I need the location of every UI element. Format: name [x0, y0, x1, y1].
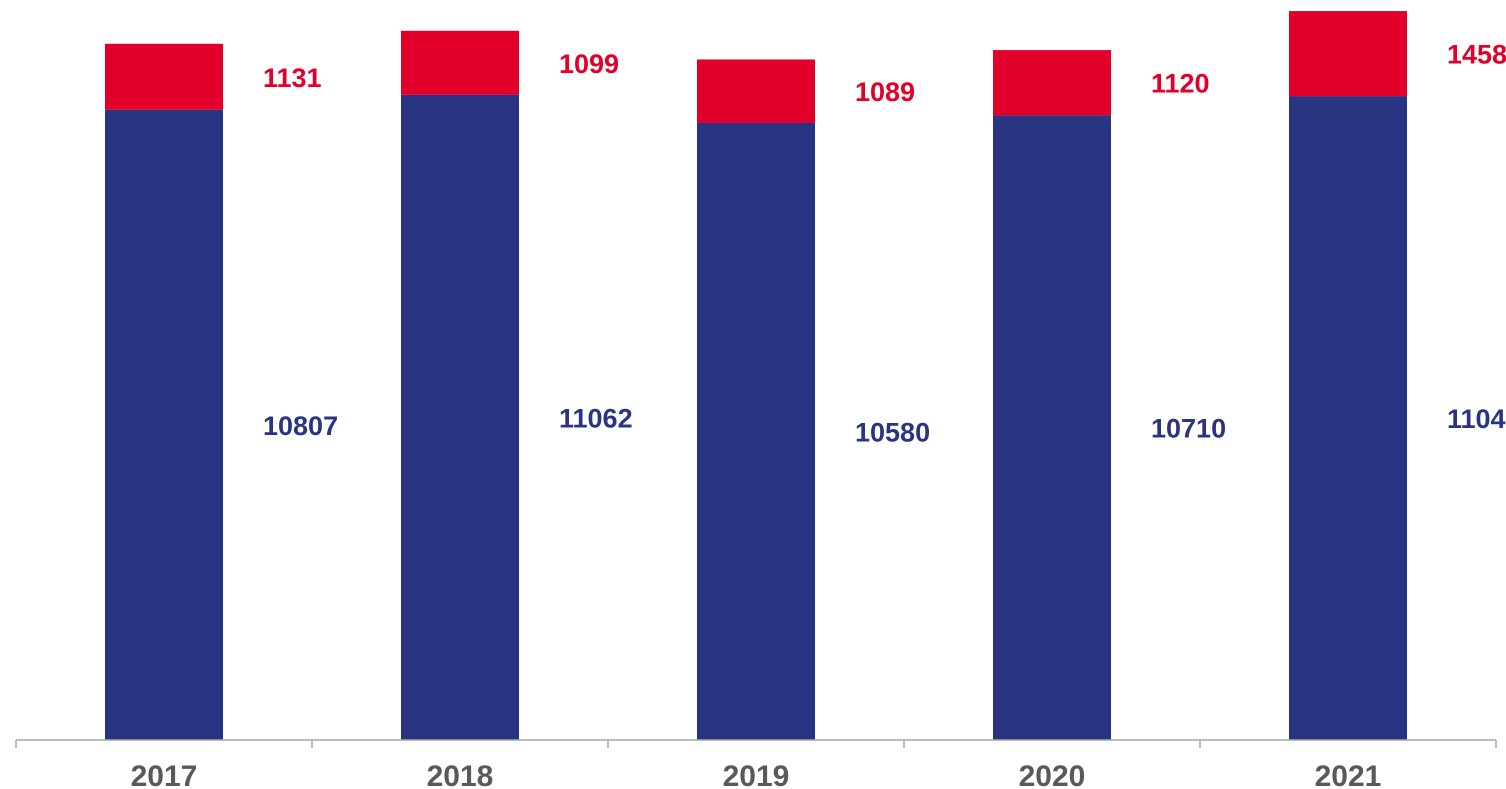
bar-segment-2019-s2 — [697, 59, 815, 123]
bar-segment-2021-s1 — [1289, 96, 1407, 741]
bar-segment-2020-s2 — [993, 50, 1111, 116]
value-label-2021-s2: 1458 — [1447, 40, 1506, 70]
category-labels-layer: 2017 2018 2019 2020 2021 — [131, 760, 1382, 789]
bars-layer — [105, 11, 1407, 741]
value-labels-layer: 10807 1131 11062 1099 10580 1089 10710 1120 1104… — [263, 40, 1506, 448]
bar-segment-2018-s1 — [401, 94, 519, 741]
value-label-2020-s1: 10710 — [1151, 414, 1226, 444]
value-label-2018-s1: 11062 — [559, 403, 633, 433]
value-label-2017-s2: 1131 — [263, 63, 322, 93]
value-label-2020-s2: 1120 — [1151, 69, 1210, 99]
category-label-2017: 2017 — [131, 760, 198, 789]
category-label-2020: 2020 — [1019, 760, 1086, 789]
x-axis — [15, 739, 1497, 748]
bar-segment-2020-s1 — [993, 115, 1111, 740]
bar-segment-2018-s2 — [401, 30, 519, 95]
value-label-2019-s2: 1089 — [855, 77, 915, 107]
bar-segment-2017-s2 — [105, 43, 223, 110]
value-label-2019-s1: 10580 — [855, 417, 930, 447]
bar-segment-2021-s2 — [1289, 11, 1407, 97]
bar-segment-2017-s1 — [105, 109, 223, 740]
value-label-2017-s1: 10807 — [263, 411, 338, 441]
value-label-2018-s2: 1099 — [559, 49, 619, 79]
bar-segment-2019-s1 — [697, 122, 815, 740]
category-label-2019: 2019 — [723, 760, 790, 789]
category-label-2021: 2021 — [1315, 760, 1382, 789]
category-label-2018: 2018 — [427, 760, 494, 789]
